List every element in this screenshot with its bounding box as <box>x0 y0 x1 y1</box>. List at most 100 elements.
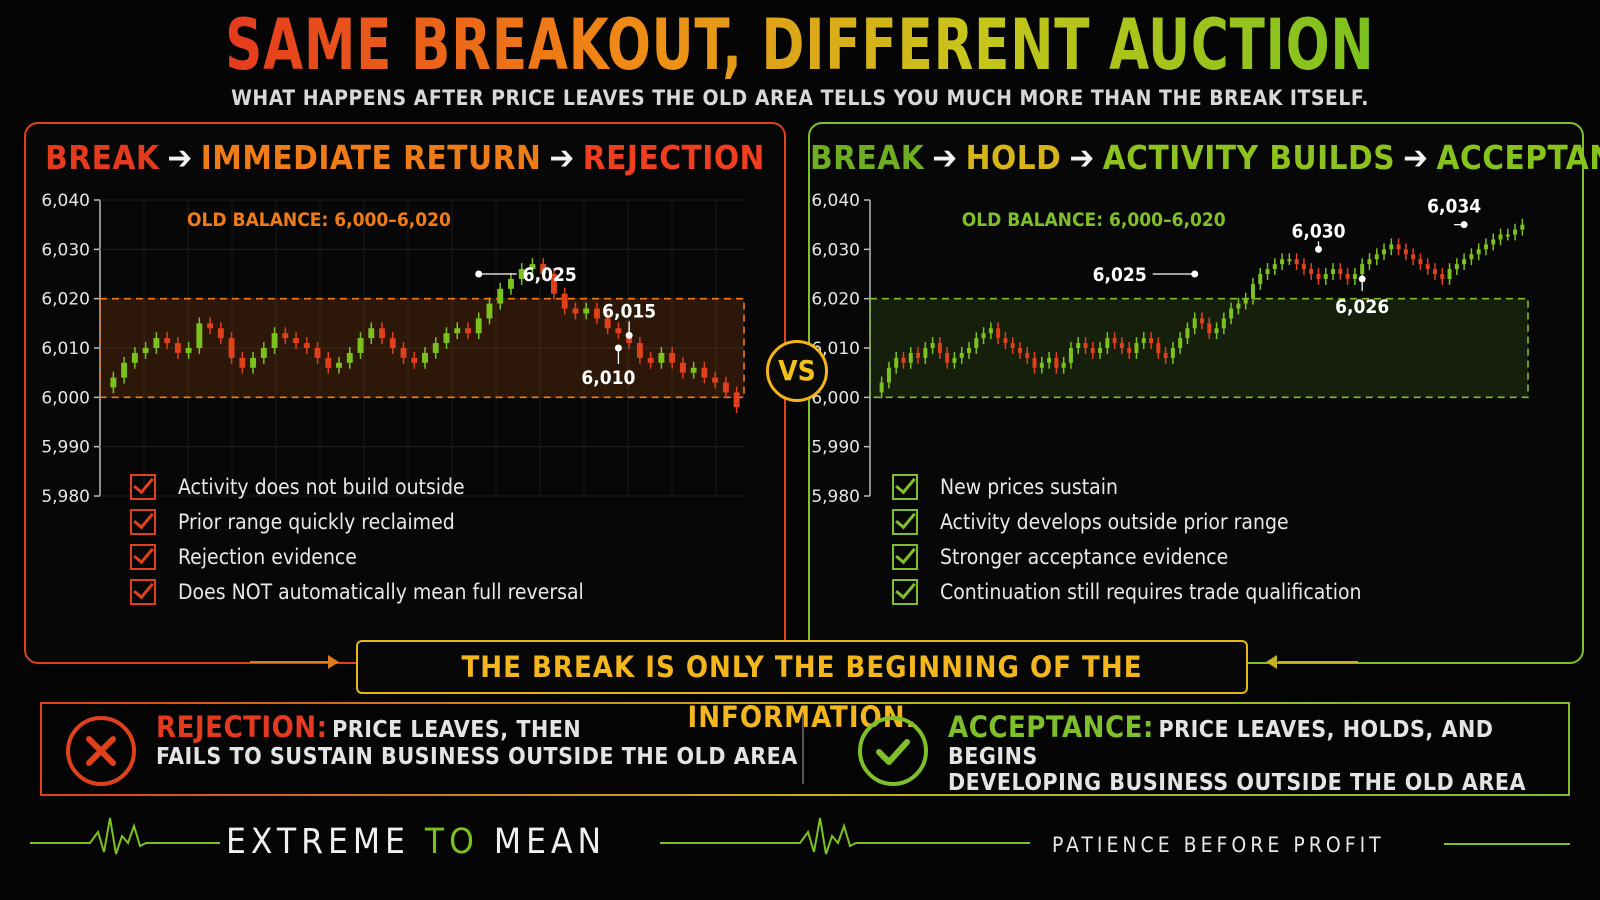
annotation-label: 6,015 <box>602 300 656 322</box>
checklist-item: Activity develops outside prior range <box>892 504 1362 539</box>
candle <box>894 357 899 368</box>
candle <box>282 333 289 339</box>
candle <box>346 352 353 363</box>
candle <box>1323 274 1328 279</box>
candle <box>1119 343 1124 348</box>
candle <box>1389 244 1394 250</box>
candle <box>1338 269 1343 274</box>
acceptance-definition-line2: DEVELOPING BUSINESS OUTSIDE THE OLD AREA <box>948 770 1527 796</box>
candle <box>1272 264 1277 270</box>
candle <box>422 352 428 363</box>
candle <box>1236 303 1241 309</box>
checkbox-icon <box>130 578 156 605</box>
candle <box>981 333 986 339</box>
candle <box>174 343 181 353</box>
candle <box>1207 323 1212 334</box>
candle <box>1163 352 1168 358</box>
candle <box>1403 249 1408 255</box>
candle <box>1454 264 1459 270</box>
candle <box>701 367 708 378</box>
annotation-dot <box>1314 245 1322 253</box>
checkbox-icon <box>892 508 918 535</box>
acceptance-definition-line1: PRICE LEAVES, HOLDS, AND BEGINS <box>948 717 1494 770</box>
candle <box>1294 259 1299 265</box>
candle <box>908 352 913 363</box>
rejection-definition-title: REJECTION: <box>156 710 328 744</box>
flow-step-acceptance: ACCEPTANCE <box>1436 138 1600 177</box>
candle <box>1221 318 1226 329</box>
candle <box>959 352 964 358</box>
annotation-label: 6,025 <box>523 264 577 286</box>
candle <box>1432 269 1437 274</box>
candle <box>1149 338 1154 344</box>
candle <box>1287 259 1292 262</box>
flow-step-break: BREAK <box>810 138 925 177</box>
candle <box>121 362 128 378</box>
acceptance-definition: ACCEPTANCE: PRICE LEAVES, HOLDS, AND BEG… <box>948 710 1568 796</box>
checklist-item: Prior range quickly reclaimed <box>130 504 584 539</box>
candle <box>679 362 686 373</box>
candle <box>271 333 278 348</box>
candle <box>142 348 149 353</box>
candle <box>561 293 568 309</box>
candle <box>185 348 192 353</box>
candle <box>647 357 654 363</box>
candle <box>497 288 504 304</box>
candle <box>733 392 740 408</box>
candle <box>1345 274 1350 279</box>
y-tick-label: 6,020 <box>811 290 860 310</box>
annotation-label: 6,026 <box>1335 296 1389 318</box>
candle <box>1003 338 1008 344</box>
candle <box>1178 338 1183 348</box>
candle <box>1520 224 1525 230</box>
candle <box>1505 234 1510 237</box>
flow-arrow-icon: ➔ <box>549 138 575 177</box>
y-tick-label: 6,030 <box>811 240 860 260</box>
y-tick-label: 6,040 <box>811 191 860 211</box>
key-message-banner: THE BREAK IS ONLY THE BEGINNING OF THE I… <box>356 640 1248 734</box>
candle <box>583 308 590 314</box>
acceptance-panel: BREAK➔HOLD➔ACTIVITY BUILDS➔ACCEPTANCE 5,… <box>808 122 1600 664</box>
candle <box>722 382 729 393</box>
rejection-definition-line2: FAILS TO SUSTAIN BUSINESS OUTSIDE THE OL… <box>156 744 798 770</box>
candle <box>486 303 493 319</box>
flow-arrow-icon: ➔ <box>167 138 193 177</box>
candle <box>1411 254 1416 260</box>
candle <box>1010 343 1015 348</box>
candle <box>1229 308 1234 319</box>
definitions-box: REJECTION: PRICE LEAVES, THEN FAILS TO S… <box>40 702 1570 796</box>
candle <box>988 328 993 334</box>
candle <box>1301 264 1306 270</box>
y-tick-label: 5,980 <box>41 487 90 507</box>
candle <box>1127 348 1132 353</box>
candle <box>952 357 957 363</box>
checklist-item: Rejection evidence <box>130 539 584 574</box>
rejection-flow: BREAK ➔ IMMEDIATE RETURN ➔ REJECTION <box>26 138 784 177</box>
candle <box>1316 274 1321 279</box>
candle <box>1352 274 1357 279</box>
candle <box>1199 318 1205 324</box>
candle <box>389 338 396 348</box>
candle <box>1425 264 1430 270</box>
candle <box>550 274 557 294</box>
candle <box>1360 264 1365 274</box>
annotation-label: 6,025 <box>1093 264 1147 286</box>
annotation-label: 6,034 <box>1427 196 1481 218</box>
candle <box>164 338 171 344</box>
candle <box>1440 274 1445 279</box>
flow-step-hold: HOLD <box>965 138 1062 177</box>
checklist-item: Stronger acceptance evidence <box>892 539 1362 574</box>
candle <box>228 338 235 358</box>
candle <box>303 343 310 348</box>
candle <box>454 328 461 334</box>
candle <box>475 318 482 334</box>
flow-step-break: BREAK <box>45 138 160 177</box>
candle <box>1396 244 1401 250</box>
checklist-item: New prices sustain <box>892 469 1362 504</box>
candle <box>1112 338 1117 344</box>
candle <box>379 328 385 339</box>
candle <box>1214 328 1219 334</box>
candle <box>443 333 450 344</box>
candle <box>636 343 643 358</box>
candle <box>1367 259 1372 265</box>
